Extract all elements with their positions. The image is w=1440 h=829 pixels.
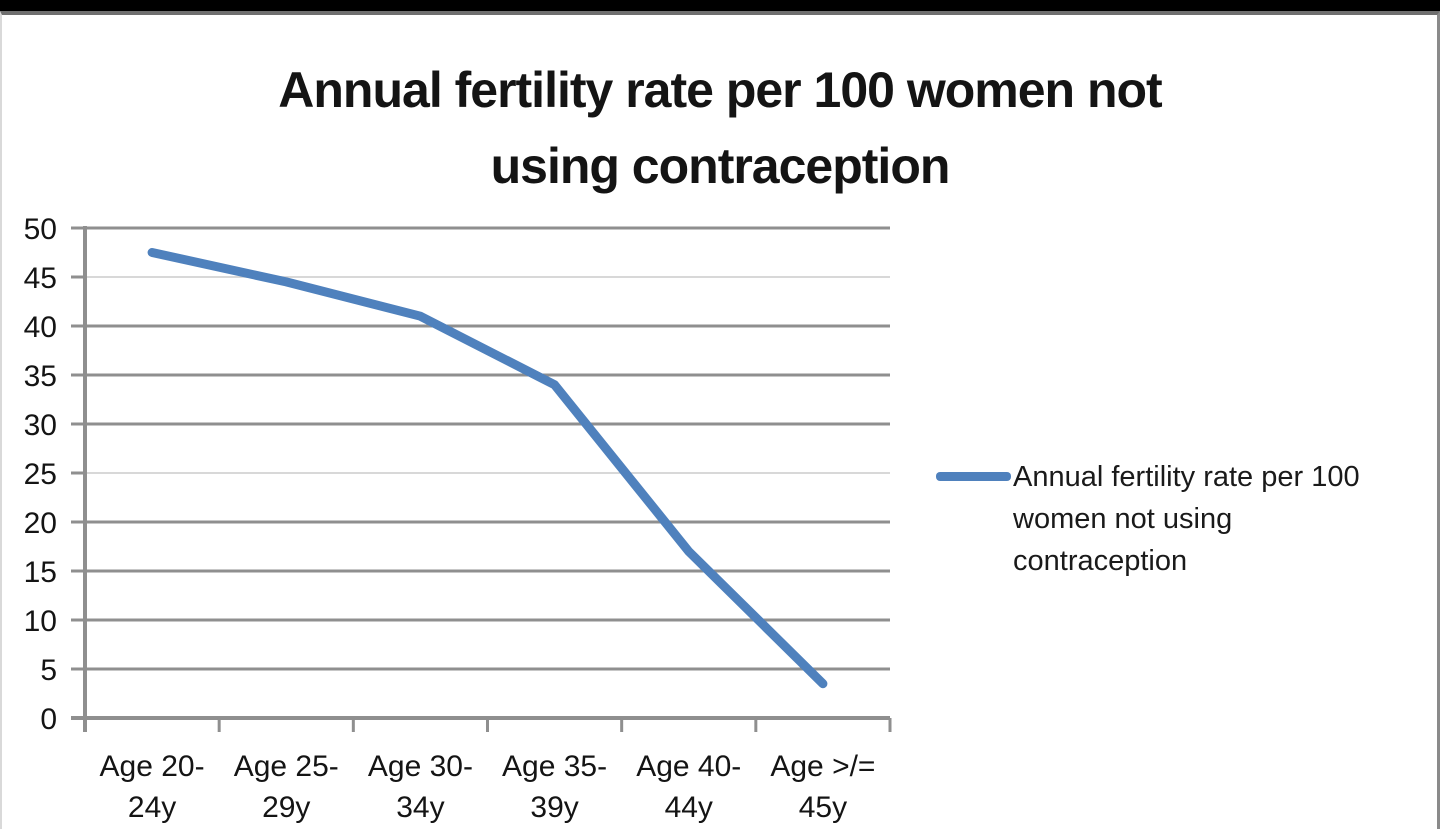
legend-label: Annual fertility rate per 100 women not … [1013,456,1423,582]
x-tick-label: Age >/= 45y [770,750,875,824]
legend-label-line-3: contraception [1013,545,1188,577]
data-series [147,248,828,689]
window-top-bar [0,0,1440,11]
y-tick-label: 35 [24,360,57,393]
y-axis-labels: 0 5 10 15 20 25 30 35 40 45 50 [24,213,57,736]
x-tick-label: Age 30-34y [368,750,473,824]
y-tick-label: 5 [40,654,57,687]
legend-label-line-2: women not using [1013,503,1233,535]
x-axis-labels: Age 20-24y Age 25-29y Age 30-34y Age 35-39y… [100,750,876,824]
x-tick-label: Age 40-44y [636,750,741,824]
chart-title-line-2: using contraception [490,138,951,194]
x-tick-label: Age 20-24y [100,750,205,824]
gridlines [85,226,890,671]
chart-legend: Annual fertility rate per 100 women not … [936,456,1423,582]
y-tick-label: 45 [24,262,57,295]
chart-title-line-1: Annual fertility rate per 100 women not [278,62,1162,118]
y-tick-label: 0 [40,703,57,736]
axes [71,226,892,732]
x-tick-label: Age 25-29y [234,750,339,824]
fertility-rate-line [147,248,828,689]
y-tick-label: 50 [24,213,57,246]
chart-title: Annual fertility rate per 100 women not … [0,52,1440,204]
y-tick-label: 10 [24,605,57,638]
chart-border-frame [0,11,1440,829]
y-tick-label: 20 [24,507,57,540]
y-tick-label: 15 [24,556,57,589]
y-tick-label: 30 [24,409,57,442]
legend-line-swatch [936,472,1011,481]
y-tick-label: 40 [24,311,57,344]
x-tick-label: Age 35-39y [502,750,607,824]
legend-label-line-1: Annual fertility rate per 100 [1013,461,1360,493]
y-tick-label: 25 [24,458,57,491]
